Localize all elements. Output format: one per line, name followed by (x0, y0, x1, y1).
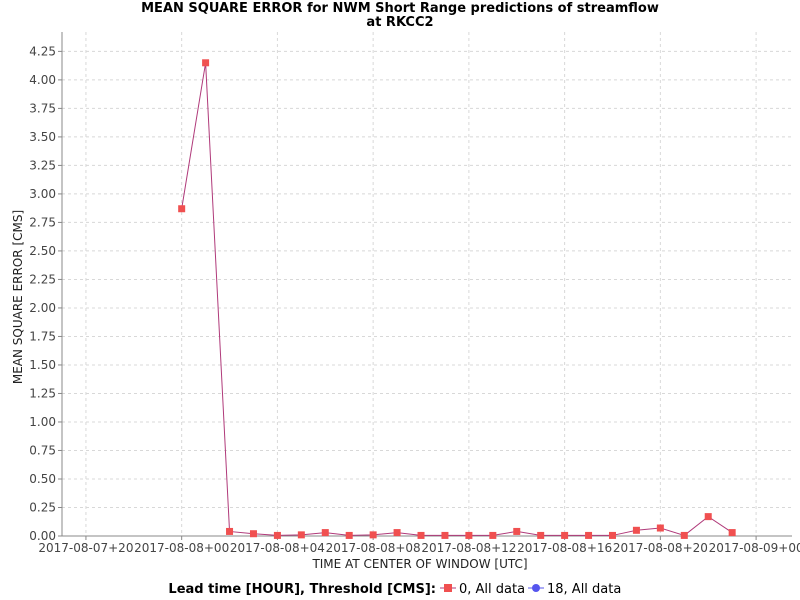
y-tick-label: 4.00 (29, 73, 56, 87)
legend-marker-series-1 (532, 584, 540, 592)
y-tick-label: 0.75 (29, 443, 56, 457)
y-tick-label: 3.75 (29, 101, 56, 115)
y-axis-title: MEAN SQUARE ERROR [CMS] (11, 210, 25, 384)
plot-background (62, 32, 792, 536)
y-tick-label: 2.25 (29, 272, 56, 286)
y-tick-label: 0.00 (29, 529, 56, 543)
legend-label-series-0: 0, All data (459, 582, 525, 597)
data-series (178, 59, 736, 539)
x-axis-title: TIME AT CENTER OF WINDOW [UTC] (311, 557, 527, 571)
legend-title: Lead time [HOUR], Threshold [CMS]: (168, 582, 436, 597)
data-point (632, 526, 640, 534)
data-point (417, 531, 425, 539)
y-tick-label: 4.25 (29, 44, 56, 58)
data-point (273, 531, 281, 539)
y-axis-ticks: 0.00 0.25 0.50 0.75 1.00 1.25 1.50 1.75 2.00 2.25… (29, 44, 62, 543)
data-point (369, 531, 377, 539)
data-point (728, 529, 736, 537)
y-tick-label: 2.00 (29, 301, 56, 315)
chart-subtitle: at RKCC2 (366, 15, 433, 30)
y-tick-label: 3.25 (29, 158, 56, 172)
y-tick-label: 2.50 (29, 244, 56, 258)
y-tick-label: 1.25 (29, 386, 56, 400)
grid-lines (62, 32, 792, 537)
data-point (656, 524, 664, 532)
data-point (202, 59, 210, 67)
legend-label-series-1: 18, All data (547, 582, 621, 597)
data-point (297, 531, 305, 539)
y-tick-label: 0.50 (29, 472, 56, 486)
y-tick-label: 2.75 (29, 215, 56, 229)
y-tick-label: 1.00 (29, 415, 56, 429)
series-line-0 (181, 62, 733, 536)
x-tick-label: 2017-08-08+16 (517, 541, 612, 555)
data-point (465, 531, 473, 539)
data-point (585, 531, 593, 539)
data-point (680, 531, 688, 539)
data-point (178, 205, 186, 213)
y-tick-label: 1.50 (29, 358, 56, 372)
y-tick-label: 1.75 (29, 329, 56, 343)
data-point (345, 531, 353, 539)
x-tick-label: 2017-08-08+20 (613, 541, 708, 555)
y-tick-label: 3.50 (29, 130, 56, 144)
legend: Lead time [HOUR], Threshold [CMS]: 0, Al… (168, 582, 621, 597)
data-point (608, 531, 616, 539)
x-tick-label: 2017-08-08+00 (134, 541, 229, 555)
chart-title: MEAN SQUARE ERROR for NWM Short Range pr… (141, 1, 659, 16)
x-tick-label: 2017-08-09+00 (709, 541, 800, 555)
y-tick-label: 0.25 (29, 500, 56, 514)
x-tick-label: 2017-08-08+08 (326, 541, 421, 555)
data-point (704, 513, 712, 521)
x-tick-label: 2017-08-08+12 (421, 541, 516, 555)
plot-area (62, 32, 792, 536)
data-point (226, 527, 234, 535)
axes (61, 32, 792, 537)
data-point (321, 529, 329, 537)
x-tick-label: 2017-08-07+20 (38, 541, 133, 555)
data-point (249, 530, 257, 538)
legend-marker-series-0 (444, 584, 452, 592)
data-point (561, 531, 569, 539)
data-point (393, 529, 401, 537)
data-point (513, 527, 521, 535)
x-axis-ticks: 2017-08-07+20 2017-08-08+00 2017-08-08+04 2… (38, 536, 800, 555)
x-tick-label: 2017-08-08+04 (230, 541, 325, 555)
y-tick-label: 3.00 (29, 187, 56, 201)
data-point (537, 531, 545, 539)
data-point (489, 531, 497, 539)
data-point (441, 531, 449, 539)
